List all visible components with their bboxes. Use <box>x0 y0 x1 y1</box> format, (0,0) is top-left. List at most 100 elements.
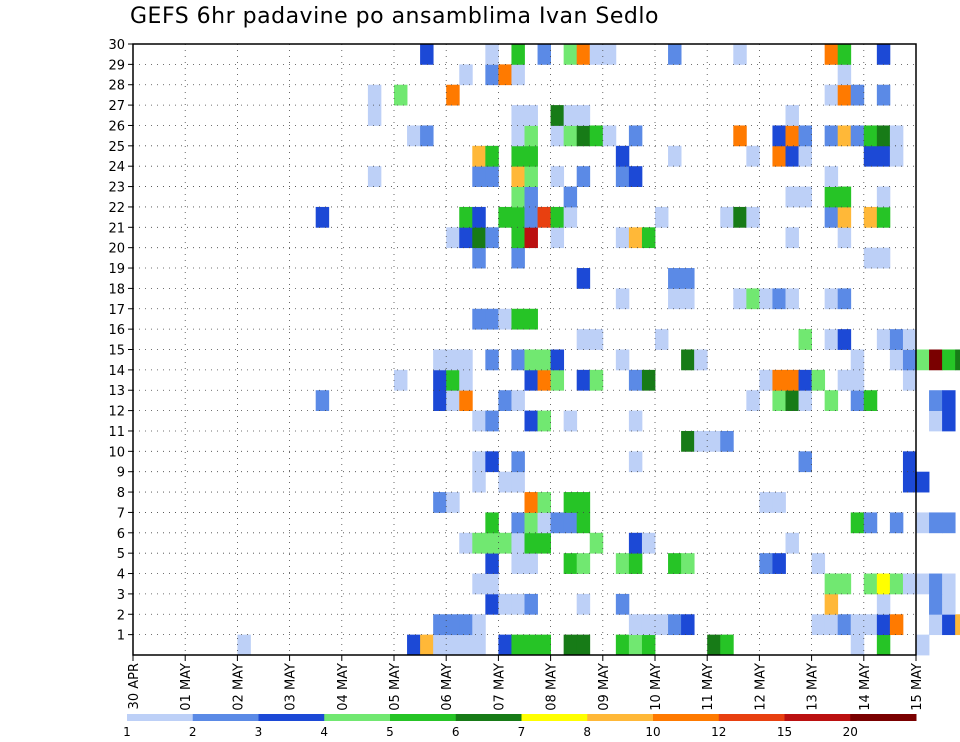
heatmap-cell <box>876 247 891 269</box>
heatmap-cell <box>524 512 538 534</box>
heatmap-cell <box>615 593 630 615</box>
heatmap-cell <box>902 349 917 371</box>
heatmap-cell <box>485 166 499 187</box>
heatmap-cell <box>498 206 512 228</box>
heatmap-cell <box>824 84 839 106</box>
heatmap-cell <box>550 166 565 187</box>
heatmap-cell <box>524 105 538 126</box>
heatmap-cell <box>485 44 499 65</box>
heatmap-cell <box>916 512 930 534</box>
legend-swatch <box>718 714 785 721</box>
heatmap-cell <box>811 369 826 391</box>
heatmap-cell <box>824 593 839 615</box>
heatmap-cell <box>589 369 604 391</box>
heatmap-cell <box>641 532 656 554</box>
heatmap-cell <box>511 593 525 615</box>
x-tick-label: 03 MAY <box>284 663 299 711</box>
heatmap-cell <box>472 308 486 330</box>
heatmap-cell <box>511 512 525 534</box>
x-tick-label: 13 MAY <box>806 663 821 711</box>
heatmap-cell <box>837 614 852 636</box>
heatmap-cell <box>315 390 330 411</box>
heatmap-cell <box>615 166 630 187</box>
heatmap-cell <box>916 573 930 595</box>
y-tick-label: 30 <box>108 38 125 53</box>
heatmap-cell <box>733 44 747 65</box>
heatmap-cell <box>876 614 891 636</box>
heatmap-cell <box>615 288 630 310</box>
heatmap-cell <box>720 634 734 656</box>
heatmap-cell <box>563 186 578 208</box>
heatmap-cell <box>420 634 434 656</box>
heatmap-cell <box>433 634 447 656</box>
heatmap-cell <box>446 634 460 656</box>
heatmap-cell <box>615 349 630 371</box>
heatmap-cell <box>837 125 852 147</box>
heatmap-cell <box>628 553 643 574</box>
heatmap-cell <box>511 532 525 554</box>
heatmap-cell <box>524 369 538 391</box>
heatmap-cell <box>237 634 251 656</box>
heatmap-cell <box>485 145 499 167</box>
heatmap-cell <box>824 166 839 187</box>
heatmap-cell <box>889 349 904 371</box>
heatmap-cell <box>615 227 630 249</box>
heatmap-cell <box>668 553 682 574</box>
legend-level-label: 1 <box>123 725 131 739</box>
heatmap-cell <box>472 573 486 595</box>
y-tick-label: 15 <box>108 344 125 359</box>
legend-level-label: 3 <box>255 725 263 739</box>
heatmap-cell <box>902 471 917 493</box>
heatmap-cell <box>563 44 578 65</box>
heatmap-cell <box>615 553 630 574</box>
heatmap-cell <box>472 410 486 432</box>
heatmap-cell <box>498 308 512 330</box>
heatmap-cell <box>524 593 538 615</box>
heatmap-cell <box>824 206 839 228</box>
heatmap-cell <box>811 614 826 636</box>
x-tick-label: 30 APR <box>127 663 142 709</box>
heatmap-cell <box>837 206 852 228</box>
y-tick-label: 7 <box>117 506 125 521</box>
x-tick-label: 05 MAY <box>388 663 403 711</box>
heatmap-cell <box>889 512 904 534</box>
heatmap-cell <box>694 349 708 371</box>
heatmap-cell <box>433 390 447 411</box>
heatmap-cell <box>902 573 917 595</box>
y-tick-label: 16 <box>108 323 125 338</box>
heatmap-cell <box>628 369 643 391</box>
y-tick-label: 11 <box>108 425 125 440</box>
legend-swatch <box>192 714 259 721</box>
x-tick-label: 14 MAY <box>858 663 873 711</box>
x-tick-label: 08 MAY <box>545 663 560 711</box>
heatmap-cell <box>563 206 578 228</box>
y-tick-label: 14 <box>108 364 125 379</box>
heatmap-cell <box>524 206 538 228</box>
heatmap-cell <box>655 329 669 350</box>
heatmap-cell <box>602 125 617 147</box>
legend-swatch <box>850 714 917 721</box>
heatmap-cell <box>446 369 460 391</box>
heatmap-cell <box>511 451 525 473</box>
heatmap-cell <box>837 329 852 350</box>
y-tick-label: 26 <box>108 119 125 134</box>
heatmap-cell <box>563 634 578 656</box>
heatmap-cell <box>394 369 408 391</box>
heatmap-cell <box>811 553 826 574</box>
y-tick-label: 25 <box>108 140 125 155</box>
heatmap-cell <box>942 573 956 595</box>
heatmap-cell <box>942 349 956 371</box>
y-tick-label: 2 <box>117 608 125 623</box>
x-tick-label: 12 MAY <box>753 663 768 711</box>
heatmap-cell <box>459 390 473 411</box>
heatmap-cell <box>628 532 643 554</box>
heatmap-cell <box>876 186 891 208</box>
heatmap-cell <box>459 64 473 86</box>
heatmap-cell <box>798 125 812 147</box>
heatmap-cell <box>524 349 538 371</box>
heatmap-cell <box>772 369 786 391</box>
legend-level-label: 15 <box>777 725 792 739</box>
heatmap-cell <box>511 471 525 493</box>
heatmap-cell <box>485 532 499 554</box>
y-axis: 1234567891011121314151617181920212223242… <box>108 38 133 644</box>
